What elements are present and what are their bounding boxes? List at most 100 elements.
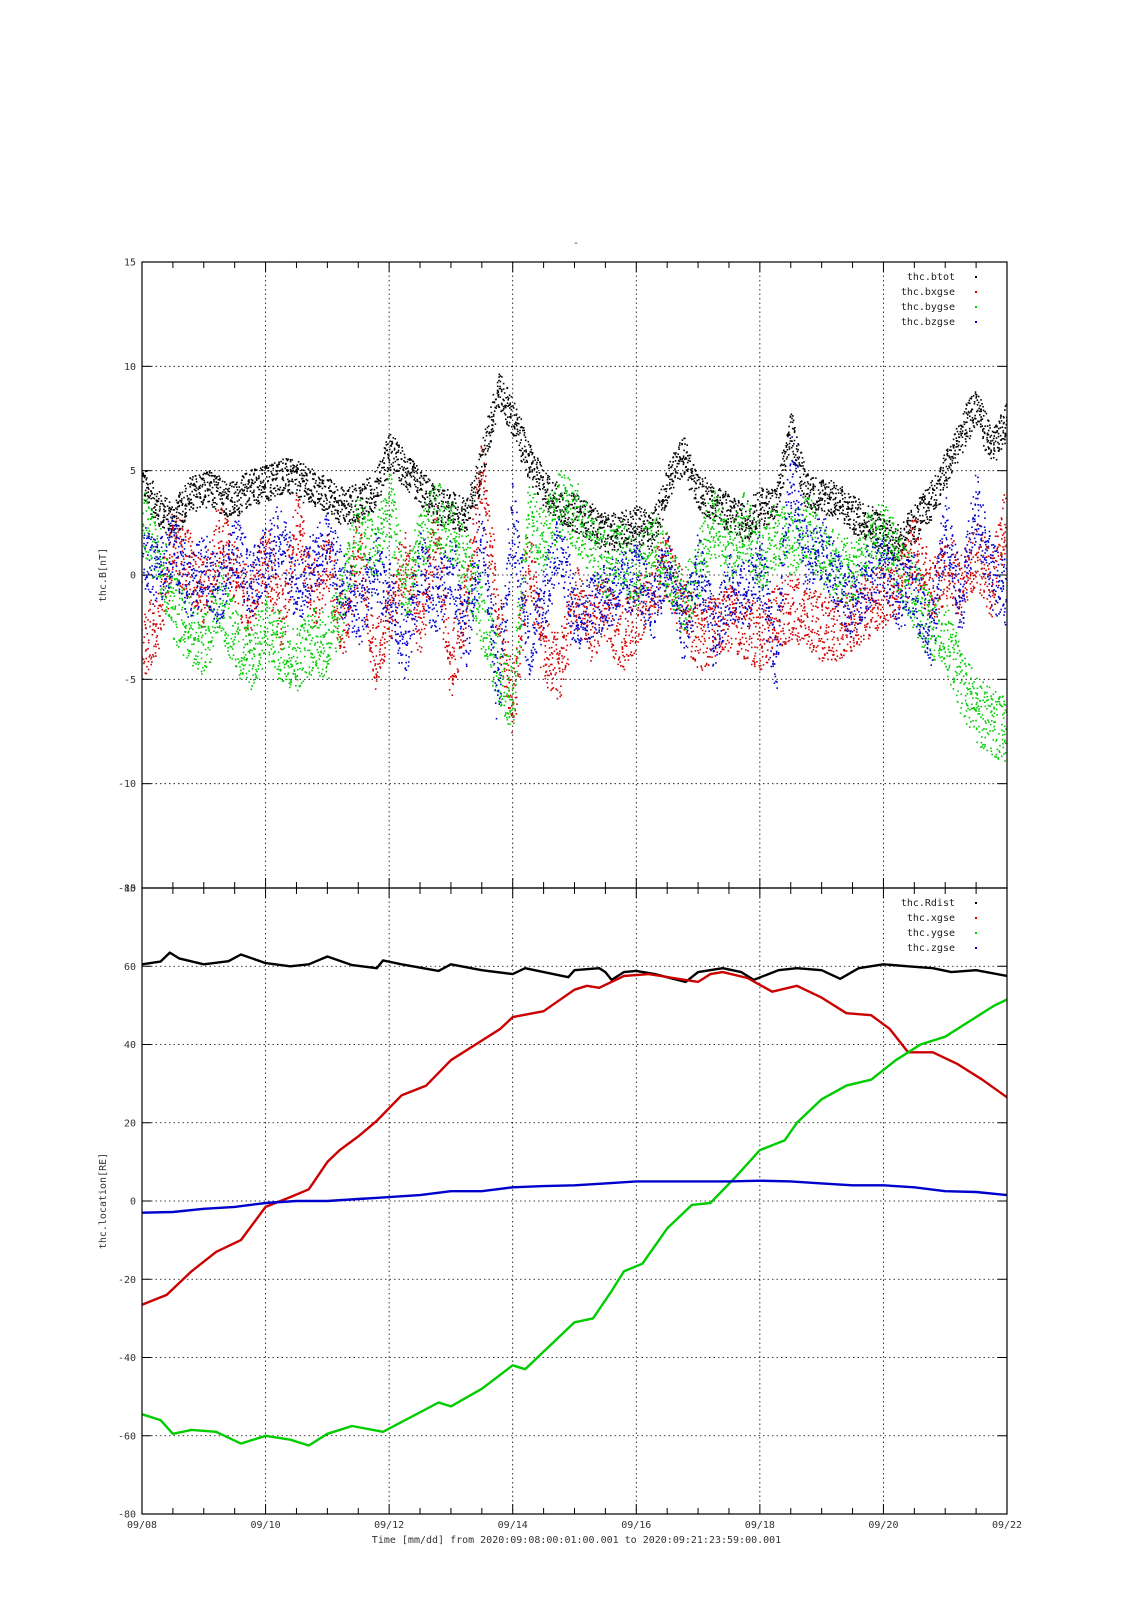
data-point <box>571 521 574 524</box>
data-point <box>779 500 781 503</box>
data-point <box>199 496 202 498</box>
data-point <box>735 514 738 516</box>
data-point <box>348 486 351 489</box>
data-point <box>196 608 199 611</box>
data-point <box>149 654 151 656</box>
data-point <box>768 492 770 495</box>
data-point <box>196 601 198 604</box>
data-point <box>221 480 224 483</box>
data-point <box>729 517 732 520</box>
data-point <box>847 505 849 508</box>
data-point <box>818 497 820 499</box>
data-point <box>392 461 395 464</box>
data-point <box>303 569 306 571</box>
data-point <box>780 486 783 489</box>
data-point <box>341 504 343 506</box>
data-point <box>288 554 290 557</box>
data-point <box>980 419 982 422</box>
data-point <box>842 505 844 508</box>
data-point <box>158 647 160 650</box>
data-point <box>998 447 1000 449</box>
data-point <box>301 477 304 480</box>
data-point <box>306 474 308 477</box>
data-point <box>636 528 639 530</box>
data-point <box>897 547 900 550</box>
data-point <box>147 486 149 489</box>
data-point <box>459 525 461 527</box>
data-point <box>372 655 374 658</box>
data-point <box>356 529 358 531</box>
data-point <box>196 586 198 588</box>
data-point <box>822 480 824 482</box>
data-point <box>835 492 837 495</box>
data-point <box>321 607 323 609</box>
data-point <box>966 404 968 407</box>
data-point <box>608 544 611 546</box>
data-point <box>699 483 702 485</box>
data-point <box>814 506 817 508</box>
data-point <box>305 565 307 568</box>
data-point <box>296 559 299 561</box>
data-point <box>505 397 507 399</box>
data-point <box>347 511 350 513</box>
data-point <box>227 542 230 545</box>
data-point <box>162 520 164 522</box>
data-point <box>674 460 677 462</box>
data-point <box>708 515 710 518</box>
data-point <box>327 479 330 481</box>
data-point <box>175 564 178 566</box>
data-point <box>218 561 221 563</box>
data-point <box>803 468 806 471</box>
data-point <box>596 542 598 545</box>
data-point <box>279 644 282 646</box>
data-point <box>876 537 879 540</box>
data-point <box>831 488 834 490</box>
data-point <box>972 395 975 397</box>
data-point <box>834 505 837 508</box>
data-point <box>339 523 342 525</box>
data-point <box>452 527 454 530</box>
data-point <box>766 491 768 494</box>
data-point <box>829 511 832 514</box>
data-point <box>267 470 269 472</box>
data-point <box>600 521 603 524</box>
data-point <box>142 472 144 474</box>
data-point <box>194 606 196 608</box>
data-point <box>686 444 688 446</box>
data-point <box>424 474 426 477</box>
data-point <box>184 536 187 538</box>
data-point <box>363 553 365 556</box>
data-point <box>999 417 1002 419</box>
data-point <box>974 393 977 395</box>
data-point <box>309 567 311 570</box>
data-point <box>1000 448 1003 450</box>
data-point <box>215 529 217 531</box>
data-point <box>714 520 716 522</box>
data-point <box>954 462 956 464</box>
data-point <box>779 481 781 483</box>
data-point <box>220 512 223 515</box>
data-point <box>469 517 472 519</box>
data-point <box>167 607 170 610</box>
data-point <box>661 507 664 509</box>
data-point <box>1004 427 1007 429</box>
data-point <box>251 596 254 598</box>
data-point <box>154 512 156 514</box>
data-point <box>233 501 236 503</box>
data-point <box>630 540 633 542</box>
data-point <box>625 537 628 540</box>
data-point <box>208 474 211 477</box>
data-point <box>727 528 729 531</box>
data-point <box>265 545 267 548</box>
data-point <box>803 461 805 463</box>
data-point <box>667 476 670 478</box>
data-point <box>242 489 244 492</box>
data-point <box>623 514 625 517</box>
data-point <box>318 609 321 611</box>
data-point <box>522 429 524 432</box>
data-point <box>228 553 230 555</box>
data-point <box>378 479 380 482</box>
data-point <box>458 528 460 530</box>
data-point <box>232 481 235 483</box>
data-point <box>184 533 186 536</box>
